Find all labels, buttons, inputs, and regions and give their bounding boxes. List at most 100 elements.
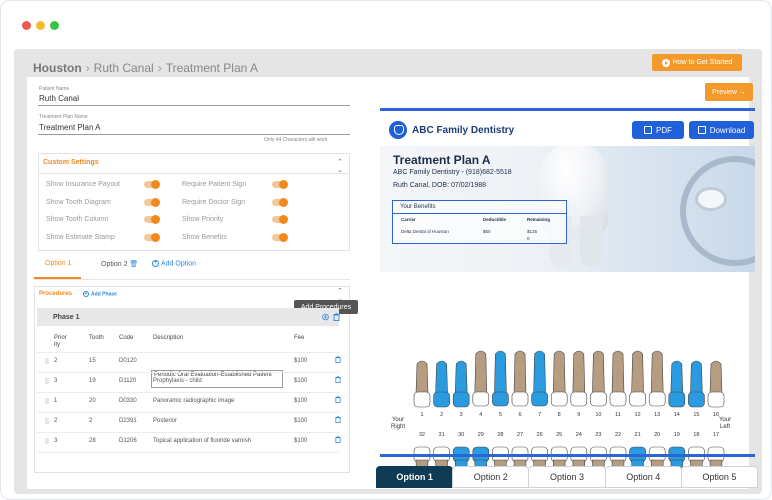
practice-logo: ABC Family Dentistry — [389, 121, 514, 139]
plan-name-input[interactable]: Treatment Plan A — [39, 123, 101, 132]
plan-title: Treatment Plan A — [393, 153, 491, 167]
divider — [39, 173, 349, 174]
upper-tooth[interactable] — [609, 350, 627, 407]
col-description: Description — [153, 335, 184, 341]
description-input[interactable]: Periodic Oral Evaluation-Established Pat… — [151, 370, 283, 388]
download-button[interactable]: Download — [689, 121, 754, 139]
tooth-chart: Your Right Your Left 1 2 3 4 5 6 7 8 9 10 11 12 13 14… — [380, 232, 755, 477]
plan-tab-option-3[interactable]: Option 3 — [528, 466, 606, 488]
drag-handle-icon[interactable] — [45, 378, 49, 384]
plan-tab-option-5[interactable]: Option 5 — [680, 466, 759, 488]
toggle-show-estimate-stamp[interactable] — [144, 233, 160, 242]
play-icon — [661, 58, 670, 67]
drag-handle-icon[interactable] — [45, 418, 49, 424]
procedures-title: Procedures — [39, 291, 73, 297]
document-preview: Preview → ABC Family Dentistry PDF Downl… — [365, 77, 759, 489]
tooth-number: 27 — [516, 432, 524, 438]
upper-tooth[interactable] — [472, 350, 490, 407]
drag-handle-icon[interactable] — [45, 438, 49, 444]
upper-tooth[interactable] — [550, 350, 568, 407]
plan-tab-option-1[interactable]: Option 1 — [376, 466, 454, 488]
upper-tooth[interactable] — [433, 360, 450, 408]
plus-circle-icon: + — [83, 291, 89, 297]
patient-name-label: Patient Name — [39, 86, 70, 92]
toggle-require-patient-sign[interactable] — [272, 180, 288, 189]
tooth-number: 32 — [418, 432, 426, 438]
upper-tooth[interactable] — [648, 350, 666, 407]
preview-button[interactable]: Preview → — [705, 83, 753, 101]
your-right-label: Your Right — [390, 417, 405, 430]
tab-option-2[interactable]: Option 2 🗑 — [101, 260, 138, 268]
trash-icon[interactable] — [335, 376, 341, 383]
tooth-number: 31 — [438, 432, 445, 438]
add-phase-link[interactable]: + Add Phase — [83, 291, 117, 297]
toggle-show-tooth-column[interactable] — [144, 215, 160, 224]
setting-label: Show Tooth Diagram — [46, 199, 111, 206]
drag-handle-icon[interactable] — [45, 398, 49, 404]
plan-tab-option-4[interactable]: Option 4 — [604, 466, 682, 488]
tooth-number: 13 — [654, 412, 661, 418]
tooth-logo-icon — [389, 121, 407, 139]
window-minimize-dot[interactable] — [36, 21, 45, 30]
upper-tooth[interactable] — [707, 360, 725, 408]
tooth-number: 29 — [477, 432, 484, 438]
drag-handle-icon[interactable] — [45, 358, 49, 364]
toggle-show-benefits[interactable] — [272, 233, 288, 242]
trash-icon[interactable] — [335, 416, 341, 423]
col-priority: Prior ity — [54, 335, 67, 348]
tab-option-1[interactable]: Option 1 — [45, 260, 72, 267]
benefits-title: Your Benefits — [400, 204, 436, 210]
toggle-require-doctor-sign[interactable] — [272, 198, 288, 207]
add-option-link[interactable]: + Add Option — [152, 260, 196, 267]
tooth-number: 17 — [712, 432, 720, 438]
how-to-get-started-button[interactable]: How to Get Started — [652, 54, 742, 71]
col-code: Code — [119, 335, 134, 341]
plus-circle-icon: + — [152, 260, 159, 267]
divider — [393, 213, 566, 214]
benefits-remaining-cents: 0 — [527, 236, 530, 241]
collapse-icon[interactable]: ⌃⌄ — [337, 159, 343, 174]
upper-tooth[interactable] — [413, 360, 431, 408]
your-left-label: Your Left — [718, 417, 732, 430]
pdf-label: PDF — [656, 125, 672, 135]
trash-icon[interactable] — [335, 356, 341, 363]
plan-tab-option-2[interactable]: Option 2 — [452, 466, 530, 488]
trash-icon[interactable] — [335, 396, 341, 403]
breadcrumb-patient[interactable]: Ruth Canal — [93, 60, 154, 75]
cell-fee: $100 — [294, 418, 308, 424]
tooth-number: 8 — [557, 412, 561, 418]
practice-name: ABC Family Dentistry — [412, 124, 515, 136]
upper-tooth[interactable] — [452, 360, 470, 408]
upper-tooth[interactable] — [629, 350, 646, 407]
benefits-box: Your Benefits Carrier Deductible Remaini… — [392, 200, 567, 244]
upper-tooth[interactable] — [590, 350, 607, 407]
stethoscope-image — [680, 156, 755, 266]
toggle-show-priority[interactable] — [272, 215, 288, 224]
cell-description: Panoramic radiographic image — [153, 398, 235, 404]
upper-tooth[interactable] — [511, 350, 529, 407]
upper-tooth[interactable] — [570, 350, 588, 407]
upper-tooth[interactable] — [492, 350, 509, 407]
trash-icon[interactable] — [333, 313, 340, 321]
procedures-panel: Procedures +Add Phase ⌃⌄ — [34, 286, 350, 473]
trash-icon[interactable] — [335, 436, 341, 443]
pdf-button[interactable]: PDF — [632, 121, 684, 139]
col-tooth: Tooth — [89, 335, 104, 341]
cell-code: D1120 — [119, 378, 137, 384]
cell-fee: $100 — [294, 358, 308, 364]
add-phase-label: Add Phase — [91, 291, 117, 298]
window-maximize-dot[interactable] — [50, 21, 59, 30]
upper-tooth[interactable] — [668, 360, 686, 408]
window-close-dot[interactable] — [22, 21, 31, 30]
document-top-rule — [380, 108, 755, 111]
toggle-show-insurance-payout[interactable] — [144, 180, 160, 189]
breadcrumb-root[interactable]: Houston — [33, 60, 82, 75]
cell-tooth: 28 — [89, 438, 96, 444]
upper-tooth[interactable] — [531, 350, 548, 407]
collapse-icon[interactable]: ⌃⌄ — [337, 288, 343, 303]
patient-name-input[interactable]: Ruth Canal — [39, 94, 80, 103]
trash-icon[interactable]: 🗑 — [129, 261, 139, 268]
add-procedure-icon[interactable] — [322, 313, 329, 321]
toggle-show-tooth-diagram[interactable] — [144, 198, 160, 207]
upper-tooth[interactable] — [688, 360, 705, 408]
